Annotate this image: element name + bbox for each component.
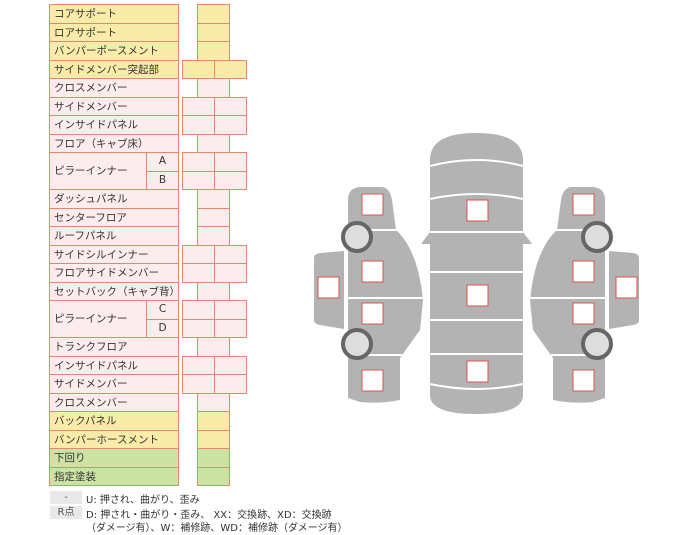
damage-marker[interactable]: [466, 199, 489, 222]
damage-marker[interactable]: [572, 302, 595, 325]
wheel-icon: [581, 328, 613, 360]
legend-key-r: R点: [50, 506, 82, 519]
row-label: ピラーインナー: [49, 152, 147, 190]
damage-marker[interactable]: [361, 369, 384, 392]
row-label: サイドメンバー突起部: [49, 59, 179, 79]
damage-marker[interactable]: [466, 284, 489, 307]
wheel-icon: [341, 328, 373, 360]
damage-marker[interactable]: [615, 276, 638, 299]
damage-marker[interactable]: [466, 360, 489, 383]
row-label: クロスメンバー: [49, 392, 179, 412]
rating-cell[interactable]: [214, 374, 247, 394]
rating-cell[interactable]: [214, 115, 247, 135]
row-label: バンパーポースメント: [49, 41, 179, 61]
row-label: インサイドパネル: [49, 115, 179, 135]
damage-marker[interactable]: [572, 193, 595, 216]
damage-marker[interactable]: [361, 302, 384, 325]
row-label: センターフロア: [49, 207, 179, 227]
row-sublabel: C: [146, 300, 179, 320]
legend-text-u: U: 押され、曲がり、歪み: [86, 495, 200, 506]
row-label: サイドメンバー: [49, 96, 179, 116]
damage-marker[interactable]: [572, 369, 595, 392]
row-label: クロスメンバー: [49, 78, 179, 98]
row-sublabel: A: [146, 152, 179, 172]
legend-text-w: （ダメージ有）、W：補修跡、WD：補修跡（ダメージ有）: [86, 523, 348, 534]
wheel-icon: [341, 221, 373, 253]
row-label: フロアサイドメンバー: [49, 263, 179, 283]
row-label: ピラーインナー: [49, 300, 147, 338]
row-label: サイドシルインナー: [49, 244, 179, 264]
wheel-icon: [581, 221, 613, 253]
damage-marker[interactable]: [317, 276, 340, 299]
rating-cell[interactable]: [214, 170, 247, 190]
legend-text-d: D: 押され・曲がり・歪み、 XX：交換跡、XD：交換跡: [86, 510, 332, 521]
row-label: バックパネル: [49, 411, 179, 431]
center-body: [430, 133, 523, 414]
rating-cell[interactable]: [214, 59, 247, 79]
rating-cell[interactable]: [214, 263, 247, 283]
rating-cell[interactable]: [214, 318, 247, 338]
left-side-body: [348, 187, 423, 403]
row-label: バンパーホースメント: [49, 429, 179, 449]
row-label: フロア（キャブ床）: [49, 133, 179, 153]
damage-marker[interactable]: [361, 260, 384, 283]
legend-key-dash: -: [50, 491, 82, 504]
row-label: 指定塗装: [49, 466, 179, 486]
damage-marker[interactable]: [572, 260, 595, 283]
damage-marker[interactable]: [361, 193, 384, 216]
rating-cell[interactable]: [197, 466, 230, 486]
